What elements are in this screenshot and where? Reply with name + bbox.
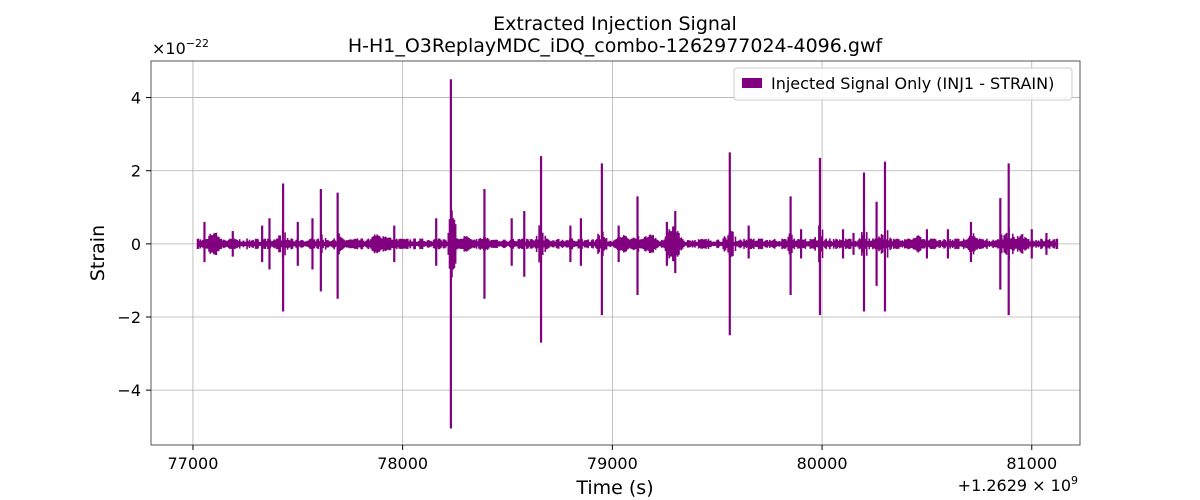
- y-tick-label: 2: [131, 162, 141, 181]
- y-tick-label: −4: [117, 381, 141, 400]
- y-axis-ticks: −4 −2 0 2 4: [117, 89, 151, 400]
- x-axis-label: Time (s): [575, 477, 653, 499]
- x-tick-label: 77000: [167, 454, 218, 473]
- chart-title: Extracted Injection Signal: [493, 13, 737, 35]
- y-tick-label: −2: [117, 308, 141, 327]
- legend-swatch: [742, 78, 762, 88]
- x-tick-label: 80000: [797, 454, 848, 473]
- x-tick-label: 79000: [587, 454, 638, 473]
- x-tick-label: 78000: [377, 454, 428, 473]
- legend: Injected Signal Only (INJ1 - STRAIN): [733, 67, 1073, 101]
- legend-box: [733, 67, 1073, 101]
- y-tick-label: 0: [131, 235, 141, 254]
- y-scale-factor: ×10−22: [152, 37, 209, 58]
- x-axis-ticks: 77000 78000 79000 80000 81000: [167, 445, 1057, 473]
- plot-frame: [150, 60, 1081, 446]
- x-tick-label: 81000: [1006, 454, 1057, 473]
- series-injected-signal: [196, 79, 1059, 429]
- legend-entry-label: Injected Signal Only (INJ1 - STRAIN): [771, 74, 1054, 93]
- y-tick-label: 4: [131, 89, 141, 108]
- plot-area: [150, 60, 1081, 446]
- chart-subtitle: H-H1_O3ReplayMDC_iDQ_combo-1262977024-40…: [348, 35, 884, 57]
- plot-background: [151, 61, 1080, 445]
- x-offset-label: +1.2629 × 109: [958, 474, 1078, 495]
- y-axis-label: Strain: [87, 225, 109, 281]
